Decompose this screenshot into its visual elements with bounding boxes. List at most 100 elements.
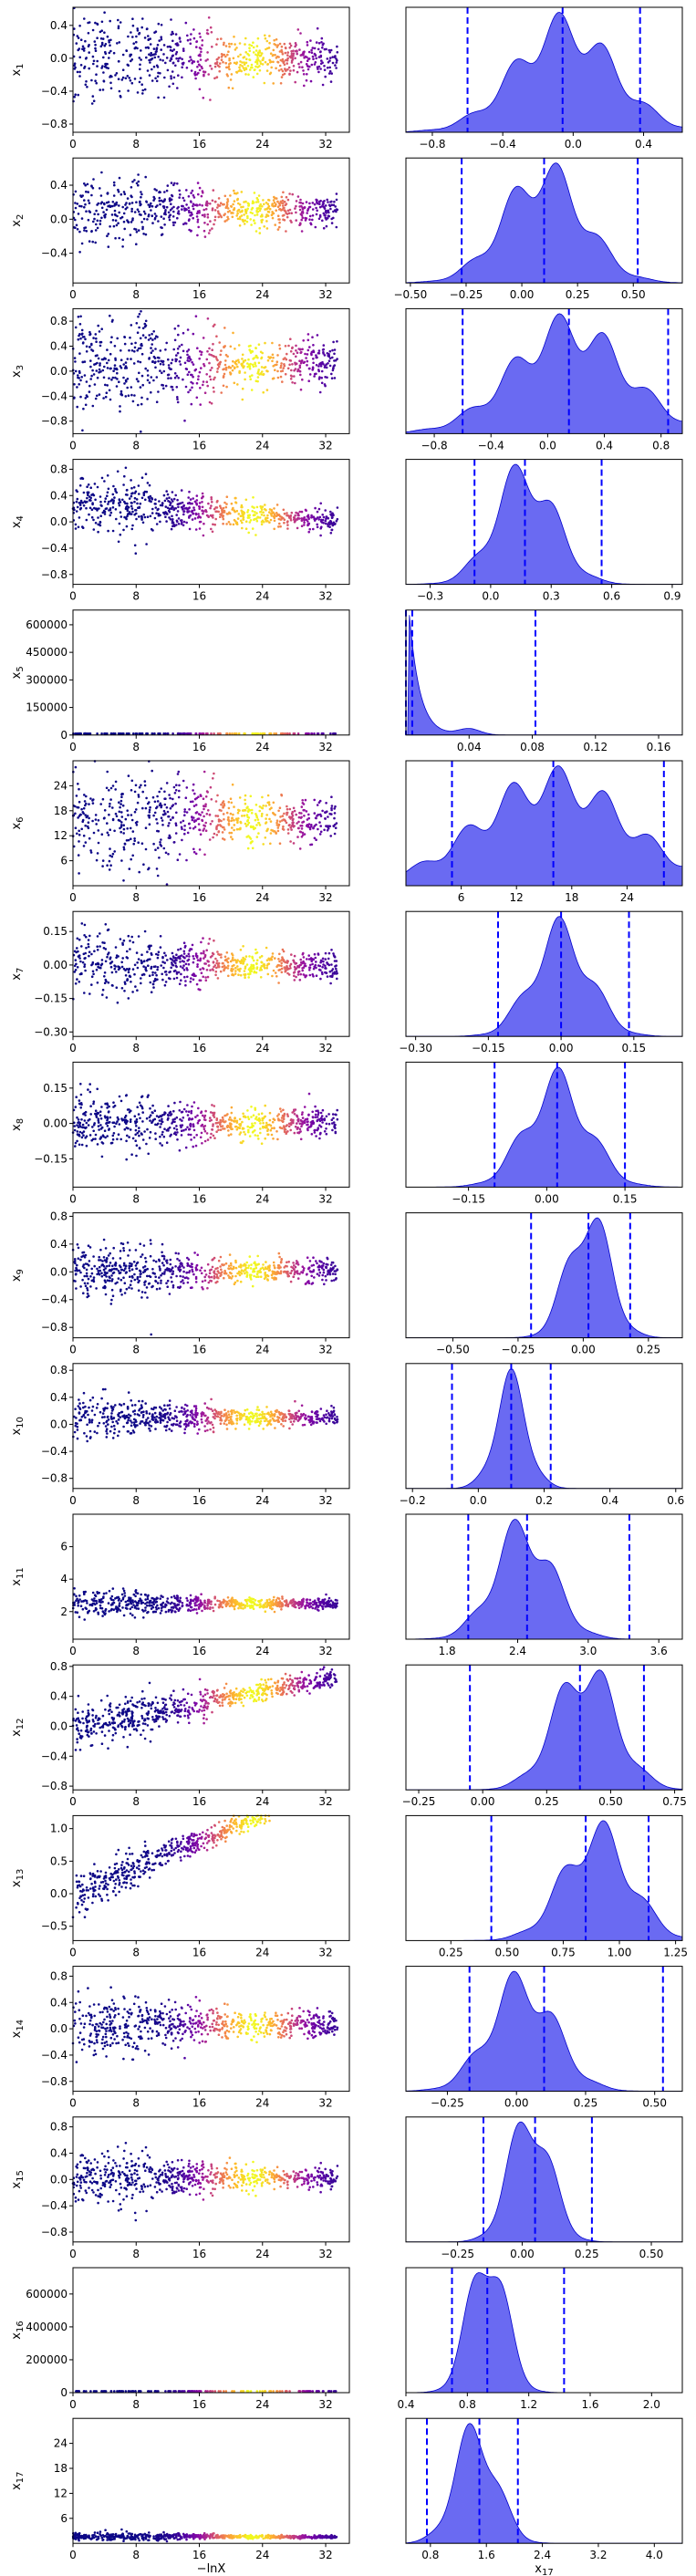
trace-point bbox=[216, 358, 219, 362]
trace-point bbox=[104, 960, 108, 963]
trace-point bbox=[220, 819, 223, 823]
trace-point bbox=[303, 524, 306, 526]
trace-point bbox=[253, 506, 255, 509]
trace-point bbox=[267, 957, 271, 961]
trace-point bbox=[242, 359, 245, 363]
trace-point bbox=[232, 331, 234, 335]
trace-point bbox=[155, 47, 158, 51]
trace-point bbox=[147, 1152, 150, 1156]
trace-point bbox=[76, 497, 79, 501]
trace-point bbox=[307, 50, 311, 54]
trace-point bbox=[155, 64, 159, 68]
trace-point bbox=[203, 807, 205, 811]
trace-point bbox=[100, 1155, 104, 1158]
trace-point bbox=[164, 515, 167, 518]
trace-point bbox=[297, 965, 301, 969]
trace-point bbox=[125, 839, 129, 842]
trace-point bbox=[100, 327, 103, 331]
trace-point bbox=[162, 809, 166, 813]
trace-point bbox=[265, 829, 268, 833]
trace-point bbox=[156, 75, 160, 78]
trace-point bbox=[227, 806, 231, 810]
trace-point bbox=[107, 245, 110, 248]
trace-point bbox=[290, 828, 293, 831]
trace-point bbox=[220, 825, 223, 827]
trace-point bbox=[226, 198, 229, 201]
trace-point bbox=[205, 373, 208, 376]
trace-point bbox=[99, 500, 102, 504]
trace-point bbox=[159, 732, 161, 735]
trace-point bbox=[294, 381, 296, 385]
trace-point bbox=[87, 483, 90, 486]
trace-point bbox=[235, 961, 238, 963]
trace-point bbox=[107, 981, 110, 984]
trace-point bbox=[319, 50, 322, 53]
trace-point bbox=[100, 476, 104, 480]
trace-point bbox=[273, 201, 276, 204]
trace-point bbox=[84, 841, 88, 844]
trace-point bbox=[129, 234, 132, 236]
trace-point bbox=[302, 956, 306, 959]
trace-point bbox=[306, 958, 308, 961]
trace-point bbox=[110, 498, 114, 501]
trace-point bbox=[243, 970, 246, 972]
trace-point bbox=[76, 203, 79, 205]
trace-point bbox=[256, 198, 260, 202]
trace-point bbox=[109, 786, 113, 790]
x-tick-label: −0.8 bbox=[421, 439, 448, 452]
trace-point bbox=[320, 971, 324, 974]
trace-point bbox=[266, 794, 270, 797]
trace-point bbox=[160, 215, 163, 218]
trace-point bbox=[226, 75, 229, 78]
trace-point bbox=[154, 53, 157, 56]
trace-point bbox=[196, 959, 200, 961]
trace-point bbox=[159, 362, 162, 366]
trace-point bbox=[317, 68, 319, 70]
trace-point bbox=[112, 369, 115, 373]
trace-point bbox=[177, 210, 181, 213]
trace-point bbox=[287, 66, 291, 69]
trace-point bbox=[224, 366, 228, 369]
trace-point bbox=[211, 227, 213, 230]
trace-point bbox=[250, 1106, 253, 1108]
trace-point bbox=[171, 39, 174, 43]
trace-point bbox=[149, 494, 152, 498]
x-tick-label: −0.30 bbox=[399, 1042, 432, 1054]
trace-point bbox=[78, 1143, 81, 1147]
trace-point bbox=[162, 966, 165, 970]
trace-point bbox=[186, 34, 189, 37]
trace-point bbox=[114, 219, 118, 222]
trace-point bbox=[106, 474, 109, 477]
trace-point bbox=[158, 199, 161, 203]
trace-point bbox=[177, 74, 180, 77]
trace-point bbox=[90, 374, 93, 378]
trace-point bbox=[191, 818, 194, 822]
trace-point bbox=[109, 352, 112, 356]
trace-point bbox=[208, 229, 212, 232]
trace-point bbox=[82, 845, 86, 847]
trace-point bbox=[258, 232, 262, 234]
trace-point bbox=[325, 363, 328, 366]
trace-point bbox=[304, 219, 307, 222]
trace-point bbox=[215, 961, 218, 965]
trace-point bbox=[84, 203, 87, 206]
trace-point bbox=[195, 502, 198, 505]
trace-point bbox=[324, 204, 327, 207]
trace-point bbox=[88, 950, 91, 953]
trace-point bbox=[106, 192, 109, 195]
trace-point bbox=[281, 199, 285, 203]
trace-point bbox=[78, 484, 82, 487]
trace-point bbox=[119, 367, 123, 369]
trace-point bbox=[130, 186, 133, 189]
trace-point bbox=[317, 732, 320, 735]
trace-point bbox=[251, 374, 254, 377]
trace-point bbox=[244, 43, 246, 46]
trace-point bbox=[259, 1127, 262, 1130]
trace-point bbox=[130, 53, 133, 57]
trace-point bbox=[111, 1121, 114, 1125]
trace-point bbox=[103, 44, 107, 47]
trace-point bbox=[312, 826, 315, 829]
y-tick-label: −0.8 bbox=[41, 415, 68, 428]
trace-point bbox=[167, 211, 171, 214]
